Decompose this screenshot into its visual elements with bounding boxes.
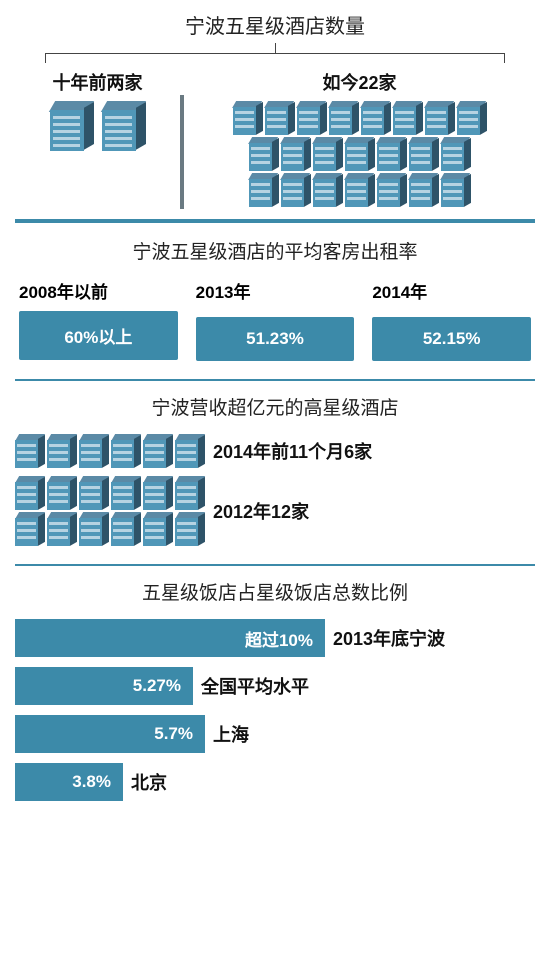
divider bbox=[15, 219, 535, 223]
building-icon bbox=[15, 512, 45, 546]
building-icon bbox=[409, 173, 439, 207]
infographic: 宁波五星级酒店数量 十年前两家 如今22家 宁波五星级酒店的平均客房出租率 20… bbox=[0, 0, 550, 821]
revenue-title: 宁波营收超亿元的高星级酒店 bbox=[15, 393, 535, 420]
building-icon bbox=[47, 434, 77, 468]
building-icon bbox=[361, 101, 391, 135]
revenue-label: 2014年前11个月6家 bbox=[213, 438, 372, 464]
building-icon bbox=[265, 101, 295, 135]
occupancy-year: 2013年 bbox=[196, 278, 355, 303]
building-icon bbox=[111, 434, 141, 468]
main-title: 宁波五星级酒店数量 bbox=[15, 10, 535, 39]
building-icon bbox=[175, 512, 205, 546]
building-icon bbox=[409, 137, 439, 171]
building-icon bbox=[102, 101, 146, 151]
revenue-rows: 2014年前11个月6家 2012年12家 bbox=[15, 434, 535, 546]
building-icon bbox=[175, 476, 205, 510]
building-icon bbox=[345, 173, 375, 207]
building-icon bbox=[249, 137, 279, 171]
building-icon bbox=[377, 173, 407, 207]
building-icon bbox=[143, 476, 173, 510]
occupancy-year: 2008年以前 bbox=[19, 278, 178, 303]
building-icon bbox=[249, 173, 279, 207]
building-icon bbox=[111, 512, 141, 546]
occupancy-year: 2014年 bbox=[372, 278, 531, 303]
bracket-icon bbox=[45, 43, 505, 67]
building-icon bbox=[15, 434, 45, 468]
building-icon bbox=[345, 137, 375, 171]
occupancy-value: 52.15% bbox=[372, 317, 531, 361]
ratio-label: 北京 bbox=[131, 769, 167, 795]
ratio-label: 全国平均水平 bbox=[201, 673, 309, 699]
building-icon bbox=[233, 101, 263, 135]
building-icon bbox=[457, 101, 487, 135]
building-icon bbox=[313, 173, 343, 207]
building-icon bbox=[313, 137, 343, 171]
building-icon bbox=[143, 434, 173, 468]
building-icon bbox=[393, 101, 423, 135]
building-icon bbox=[50, 101, 94, 151]
ratio-item: 5.27% 全国平均水平 bbox=[15, 667, 535, 705]
ratio-bar: 超过10% bbox=[15, 619, 325, 657]
building-icon bbox=[111, 476, 141, 510]
ratio-label: 上海 bbox=[213, 721, 249, 747]
ratio-title: 五星级饭店占星级饭店总数比例 bbox=[15, 578, 535, 605]
building-icon bbox=[15, 476, 45, 510]
building-icon bbox=[441, 173, 471, 207]
ratio-bars: 超过10% 2013年底宁波 5.27% 全国平均水平 5.7% 上海 3.8% 北京 bbox=[15, 619, 535, 801]
occupancy-item: 2013年 51.23% bbox=[196, 278, 355, 361]
ratio-bar: 3.8% bbox=[15, 763, 123, 801]
occupancy-value: 51.23% bbox=[196, 317, 355, 361]
occupancy-value: 60%以上 bbox=[19, 311, 178, 360]
building-icon bbox=[297, 101, 327, 135]
building-icon bbox=[79, 434, 109, 468]
building-icon bbox=[441, 137, 471, 171]
revenue-label: 2012年12家 bbox=[213, 498, 309, 524]
divider bbox=[15, 379, 535, 381]
ratio-bar: 5.27% bbox=[15, 667, 193, 705]
building-icon bbox=[281, 137, 311, 171]
occupancy-item: 2014年 52.15% bbox=[372, 278, 531, 361]
ratio-item: 3.8% 北京 bbox=[15, 763, 535, 801]
building-icon bbox=[47, 512, 77, 546]
building-icon bbox=[377, 137, 407, 171]
ratio-bar: 5.7% bbox=[15, 715, 205, 753]
building-icon bbox=[79, 476, 109, 510]
compare-left-label: 十年前两家 bbox=[15, 69, 180, 95]
compare-right-label: 如今22家 bbox=[184, 69, 535, 95]
building-icon bbox=[79, 512, 109, 546]
building-icon bbox=[143, 512, 173, 546]
revenue-item: 2014年前11个月6家 bbox=[15, 434, 535, 468]
building-icon bbox=[425, 101, 455, 135]
hotel-count-compare: 十年前两家 如今22家 bbox=[15, 69, 535, 209]
divider bbox=[15, 564, 535, 566]
building-icon bbox=[175, 434, 205, 468]
ratio-item: 5.7% 上海 bbox=[15, 715, 535, 753]
building-icon bbox=[329, 101, 359, 135]
compare-right: 如今22家 bbox=[184, 69, 535, 209]
compare-left: 十年前两家 bbox=[15, 69, 180, 151]
revenue-item: 2012年12家 bbox=[15, 476, 535, 546]
occupancy-title: 宁波五星级酒店的平均客房出租率 bbox=[15, 237, 535, 264]
occupancy-row: 2008年以前 60%以上 2013年 51.23% 2014年 52.15% bbox=[15, 278, 535, 361]
building-icon bbox=[281, 173, 311, 207]
ratio-item: 超过10% 2013年底宁波 bbox=[15, 619, 535, 657]
occupancy-item: 2008年以前 60%以上 bbox=[19, 278, 178, 361]
building-icon bbox=[47, 476, 77, 510]
ratio-label: 2013年底宁波 bbox=[333, 625, 445, 651]
